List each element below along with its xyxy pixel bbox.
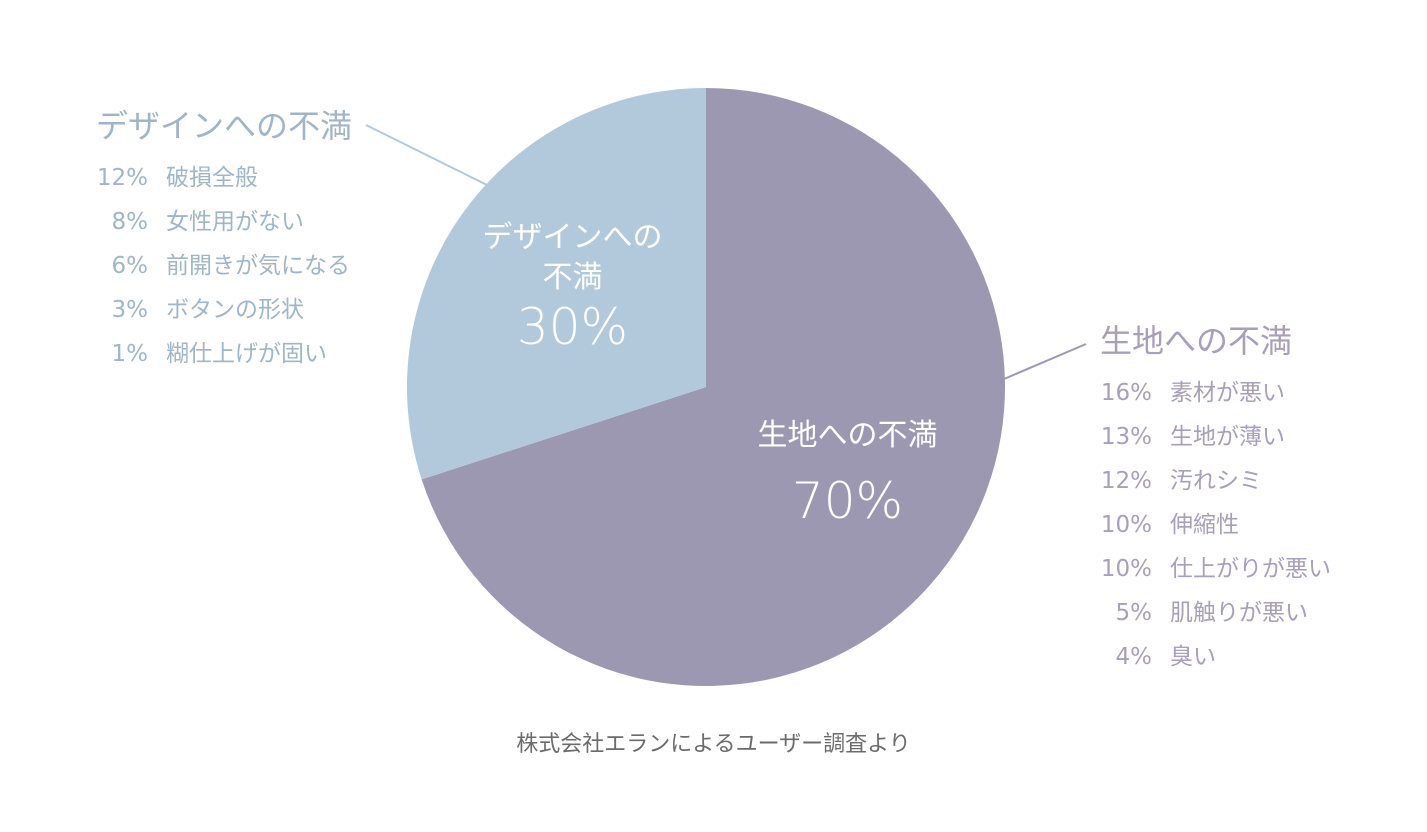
- breakdown-label: ボタンの形状: [166, 297, 304, 323]
- breakdown-pct: 8%: [111, 209, 149, 235]
- design-slice-value: 30%: [516, 298, 629, 356]
- design-slice-name-line-2: 不満: [542, 260, 603, 295]
- fabric-slice-name: 生地への不満: [757, 418, 938, 453]
- breakdown-item: 16% 素材が悪い: [1100, 371, 1331, 415]
- breakdown-item: 6% 前開きが気になる: [96, 244, 351, 288]
- source-note: 株式会社エランによるユーザー調査より: [516, 732, 911, 757]
- breakdown-label: 臭い: [1170, 644, 1216, 670]
- breakdown-item: 12% 破損全般: [96, 156, 350, 200]
- breakdown-item: 10% 伸縮性: [1100, 503, 1331, 547]
- breakdown-label: 汚れシミ: [1170, 468, 1262, 494]
- breakdown-item: 10% 仕上がりが悪い: [1100, 547, 1331, 591]
- breakdown-pct: 12%: [96, 165, 148, 191]
- breakdown-item: 1% 糊仕上げが固い: [96, 332, 350, 376]
- breakdown-item: 8% 女性用がない: [96, 200, 350, 244]
- breakdown-label: 破損全般: [166, 165, 258, 191]
- design-breakdown-list: 12% 破損全般 8% 女性用がない 6% 前開きが気になる 3% ボタンの形状…: [96, 156, 350, 376]
- design-slice-label: デザインへの 不満 30%: [470, 218, 675, 356]
- breakdown-pct: 12%: [1100, 468, 1152, 494]
- pie-slice-design: [406, 88, 706, 480]
- breakdown-label: 糊仕上げが固い: [166, 341, 327, 367]
- breakdown-pct: 4%: [1115, 644, 1153, 670]
- breakdown-label: 素材が悪い: [1170, 380, 1285, 406]
- breakdown-item: 13% 生地が薄い: [1100, 415, 1331, 459]
- breakdown-item: 3% ボタンの形状: [96, 288, 350, 332]
- breakdown-label: 生地が薄い: [1170, 424, 1285, 450]
- fabric-callout-leader: [1003, 343, 1087, 380]
- breakdown-pct: 6%: [111, 253, 149, 279]
- breakdown-pct: 1%: [111, 341, 149, 367]
- breakdown-label: 伸縮性: [1170, 512, 1239, 538]
- breakdown-pct: 16%: [1100, 380, 1152, 406]
- fabric-slice-value: 70%: [791, 472, 904, 530]
- breakdown-item: 5% 肌触りが悪い: [1100, 591, 1331, 635]
- breakdown-label: 女性用がない: [166, 209, 304, 235]
- breakdown-pct: 5%: [1115, 600, 1153, 626]
- fabric-callout-title: 生地への不満: [1100, 322, 1293, 360]
- design-callout-leader: [365, 124, 488, 186]
- breakdown-pct: 13%: [1100, 424, 1152, 450]
- pie-slice-fabric: [421, 88, 1005, 687]
- breakdown-pct: 10%: [1100, 556, 1152, 582]
- fabric-slice-label: 生地への不満 70%: [740, 416, 955, 530]
- breakdown-label: 前開きが気になる: [166, 253, 350, 279]
- breakdown-pct: 3%: [111, 297, 149, 323]
- breakdown-pct: 10%: [1100, 512, 1152, 538]
- fabric-breakdown-list: 16% 素材が悪い 13% 生地が薄い 12% 汚れシミ 10% 伸縮性 10%…: [1100, 371, 1331, 679]
- design-slice-name-line-1: デザインへの: [482, 220, 663, 255]
- design-callout-title: デザインへの不満: [96, 107, 353, 145]
- breakdown-label: 肌触りが悪い: [1170, 600, 1308, 626]
- breakdown-item: 4% 臭い: [1100, 635, 1331, 679]
- breakdown-item: 12% 汚れシミ: [1100, 459, 1331, 503]
- breakdown-label: 仕上がりが悪い: [1170, 556, 1331, 582]
